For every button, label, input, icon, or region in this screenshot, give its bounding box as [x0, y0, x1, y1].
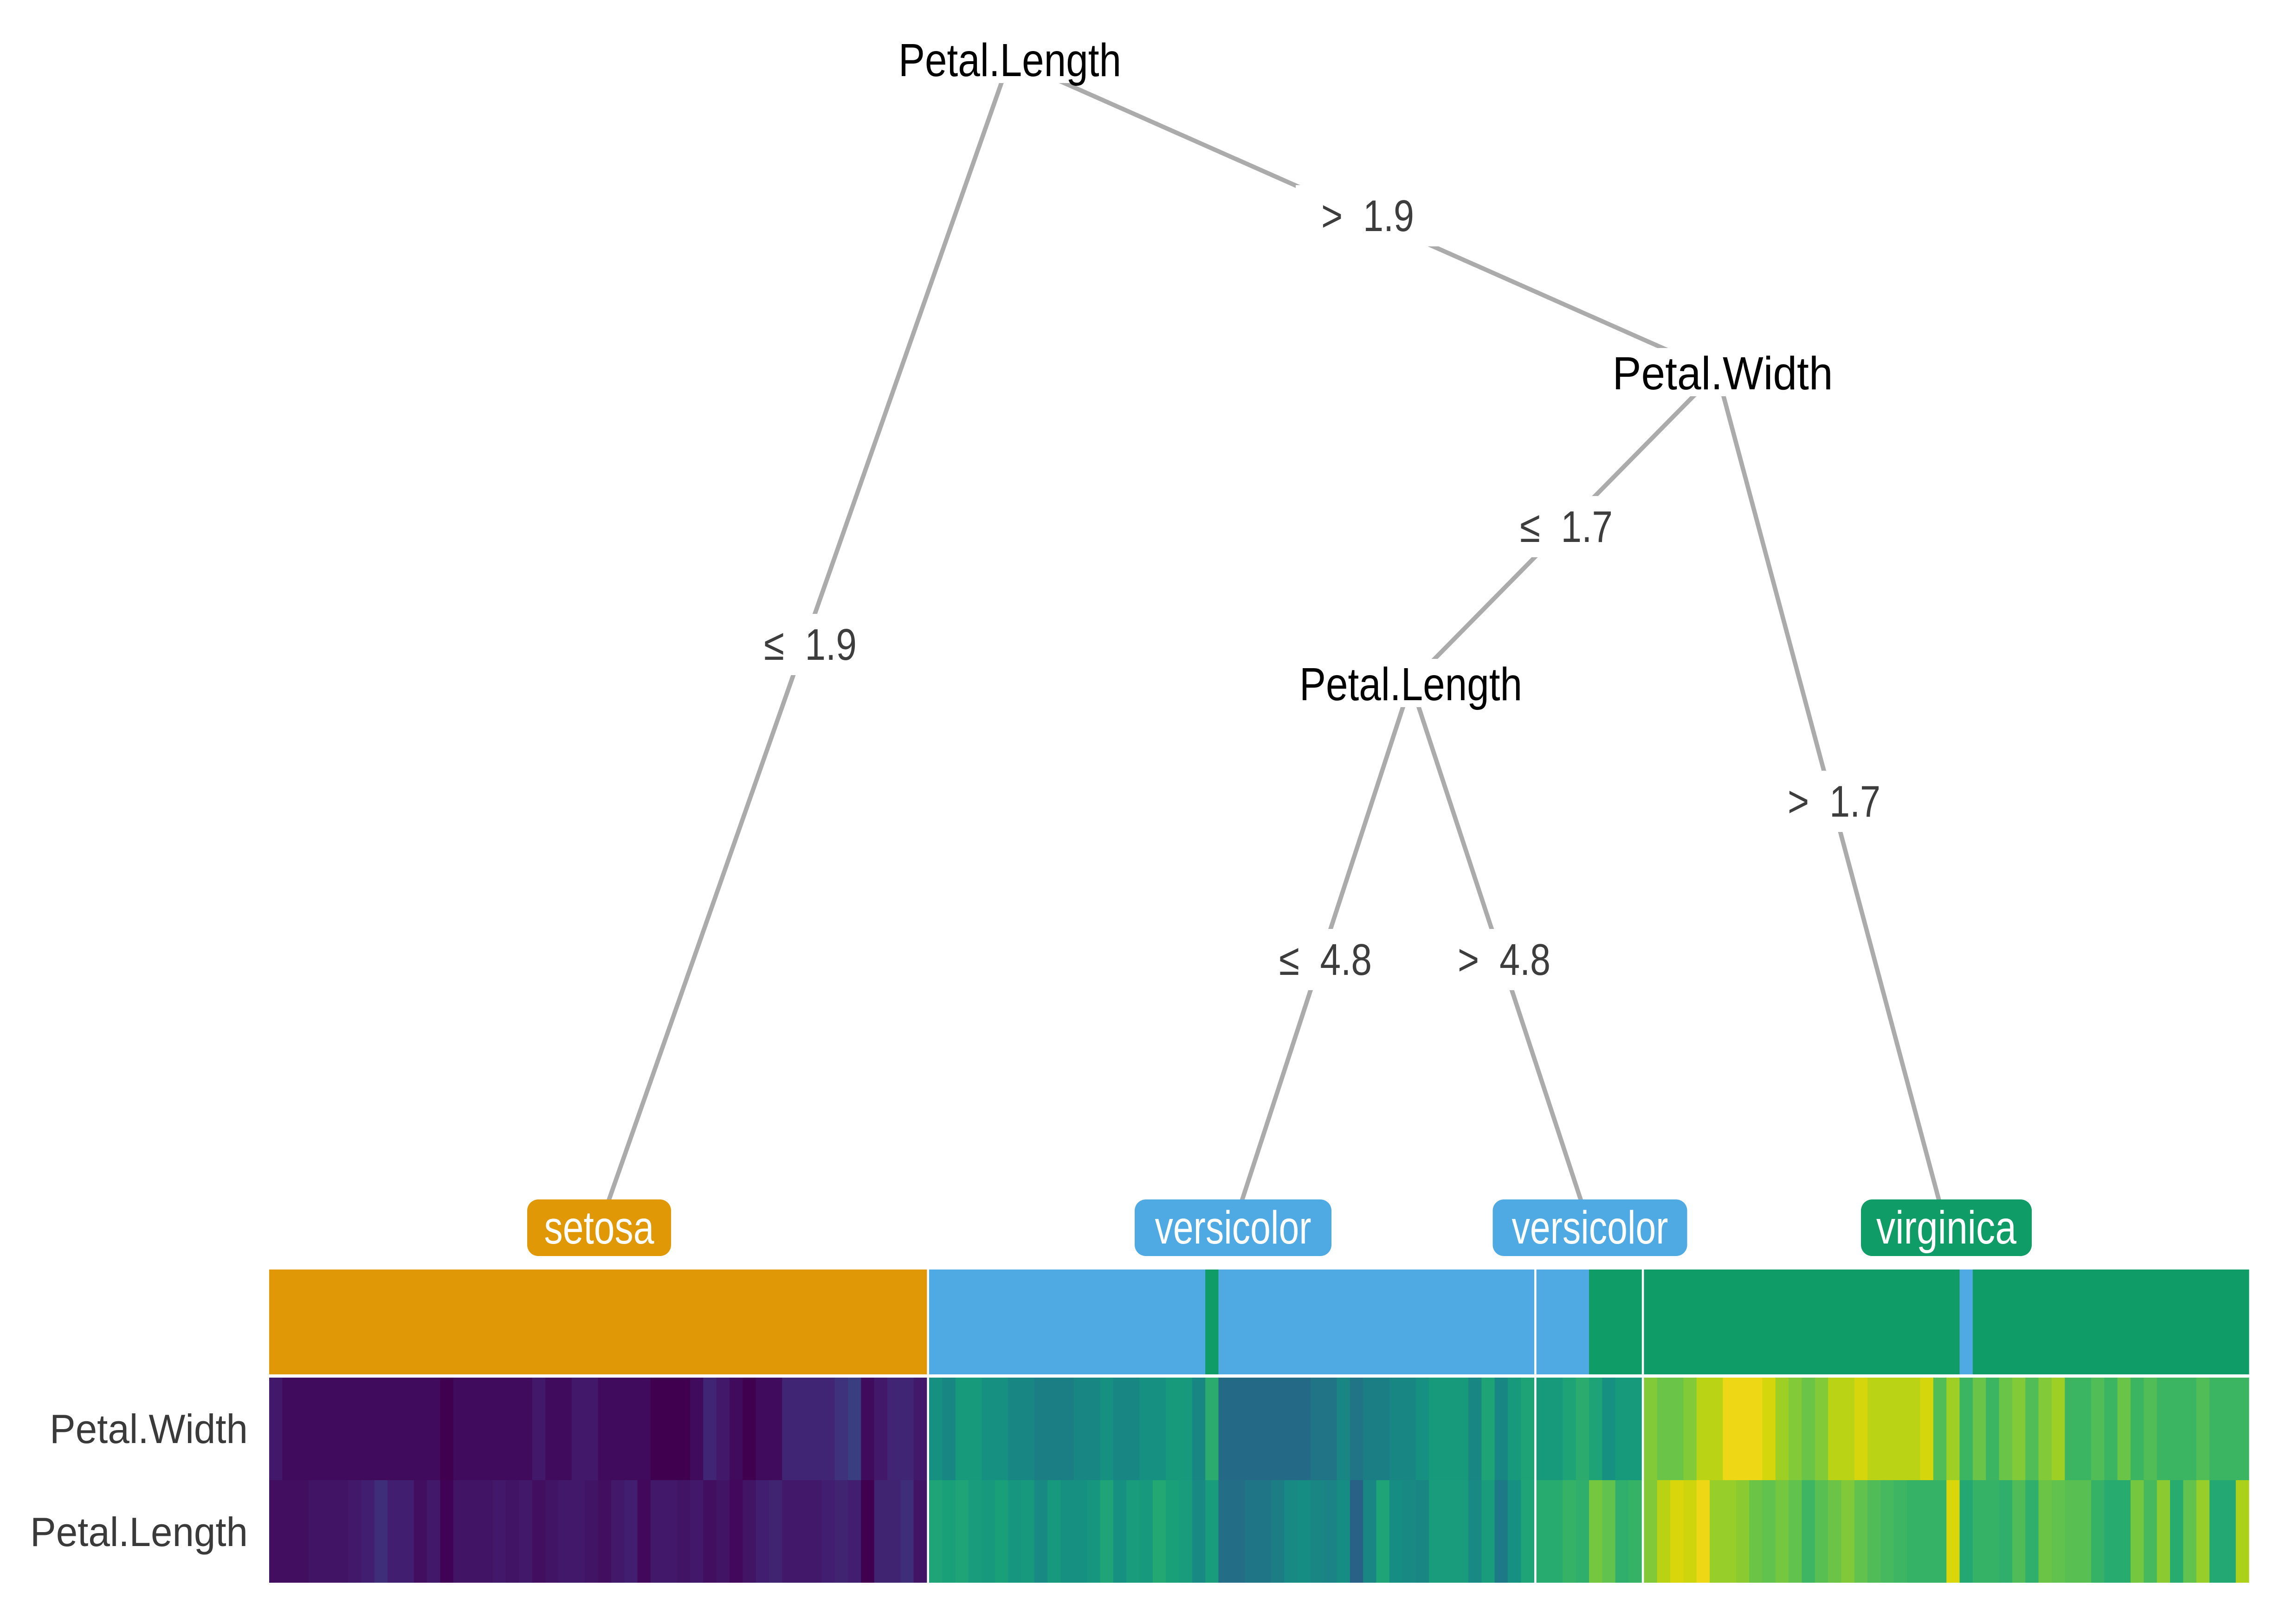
svg-text:≤ 1.7: ≤ 1.7 — [1520, 502, 1613, 552]
svg-text:setosa: setosa — [544, 1202, 654, 1254]
svg-text:Petal.Length: Petal.Length — [1299, 658, 1522, 710]
svg-text:> 4.8: > 4.8 — [1458, 935, 1550, 985]
svg-text:Petal.Width: Petal.Width — [50, 1406, 248, 1452]
svg-text:Petal.Width: Petal.Width — [1613, 348, 1833, 400]
svg-text:≤ 4.8: ≤ 4.8 — [1279, 935, 1372, 985]
svg-text:Petal.Length: Petal.Length — [898, 34, 1121, 86]
svg-text:versicolor: versicolor — [1512, 1202, 1668, 1254]
svg-text:versicolor: versicolor — [1155, 1202, 1311, 1254]
svg-text:≤ 1.9: ≤ 1.9 — [764, 620, 857, 670]
svg-text:Petal.Length: Petal.Length — [30, 1509, 248, 1555]
svg-text:virginica: virginica — [1876, 1202, 2016, 1254]
svg-text:> 1.7: > 1.7 — [1788, 777, 1880, 826]
svg-text:> 1.9: > 1.9 — [1321, 191, 1414, 241]
